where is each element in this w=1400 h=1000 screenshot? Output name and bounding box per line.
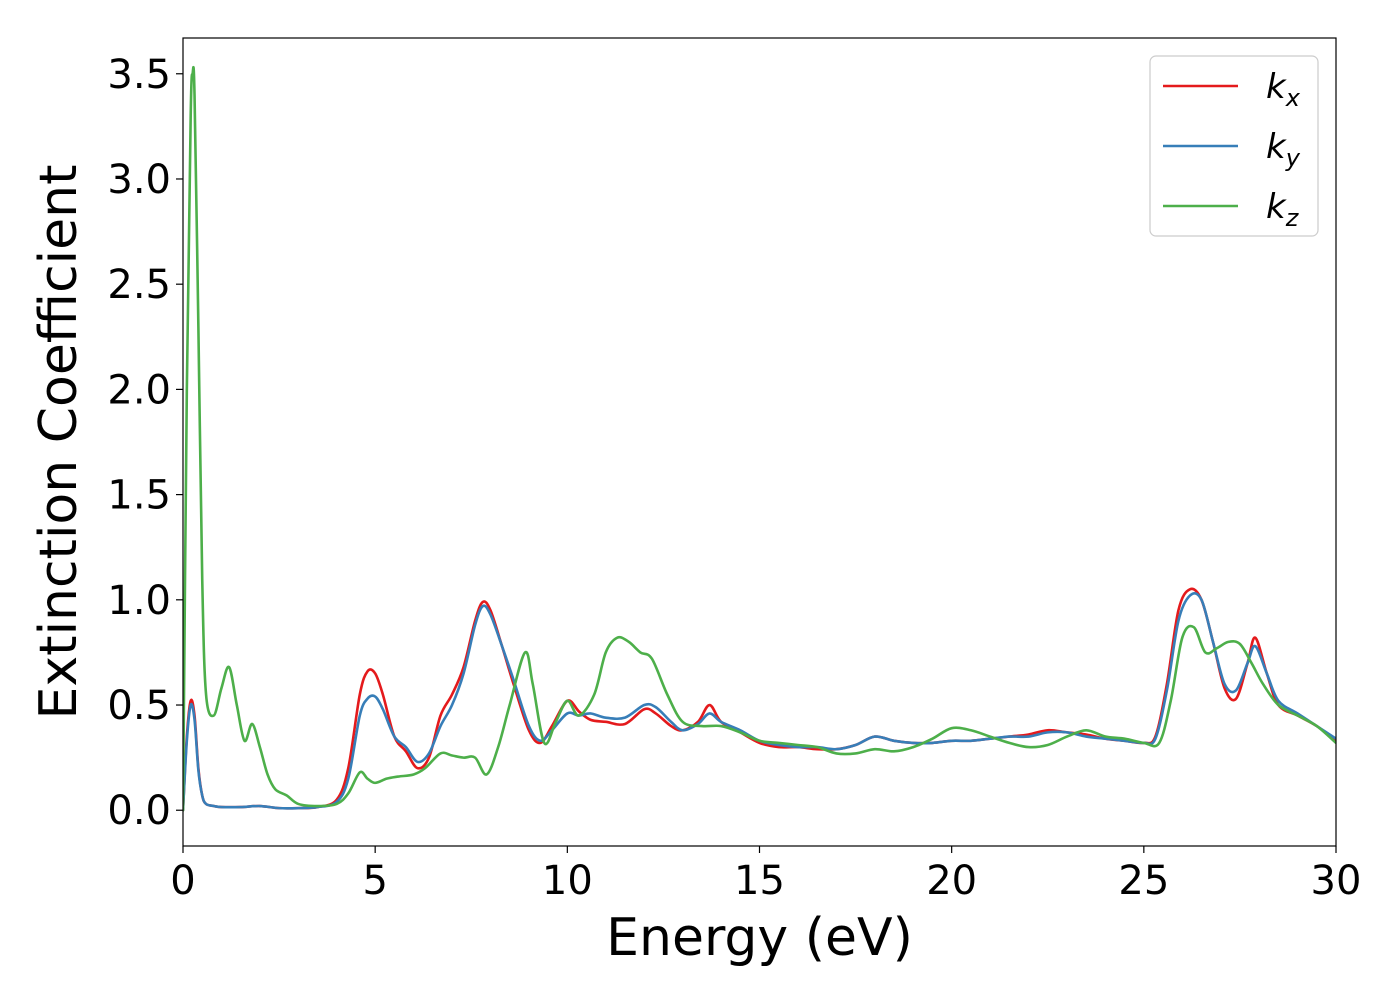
y-tick-label: 2.0 (107, 367, 171, 413)
legend-label-y: ky (1266, 127, 1301, 172)
plot-area (183, 65, 1336, 812)
y-tick-label: 3.5 (107, 52, 171, 98)
x-axis-label: Energy (eV) (606, 908, 913, 968)
legend-label-z: kz (1266, 187, 1300, 232)
y-tick-label: 3.0 (107, 157, 171, 203)
y-tick-label: 1.0 (107, 578, 171, 624)
x-tick-label: 20 (926, 858, 977, 904)
x-tick-label: 30 (1311, 858, 1362, 904)
y-tick-label: 0.5 (107, 683, 171, 729)
y-axis-label: Extinction Coefficient (29, 165, 89, 720)
x-tick-label: 5 (362, 858, 387, 904)
y-axis: 0.0 0.5 1.0 1.5 2.0 2.5 3.0 3.5 (107, 52, 183, 834)
y-tick-label: 2.5 (107, 262, 171, 308)
x-tick-label: 0 (170, 858, 195, 904)
series-line-z (183, 65, 1336, 812)
x-axis: 0 5 10 15 20 25 30 (170, 846, 1361, 904)
legend-label-x: kx (1266, 67, 1301, 112)
legend: kx ky kz (1149, 55, 1319, 237)
x-tick-label: 10 (542, 858, 593, 904)
y-tick-label: 0.0 (107, 788, 171, 834)
y-tick-label: 1.5 (107, 473, 171, 519)
x-tick-label: 25 (1118, 858, 1169, 904)
x-tick-label: 15 (734, 858, 785, 904)
